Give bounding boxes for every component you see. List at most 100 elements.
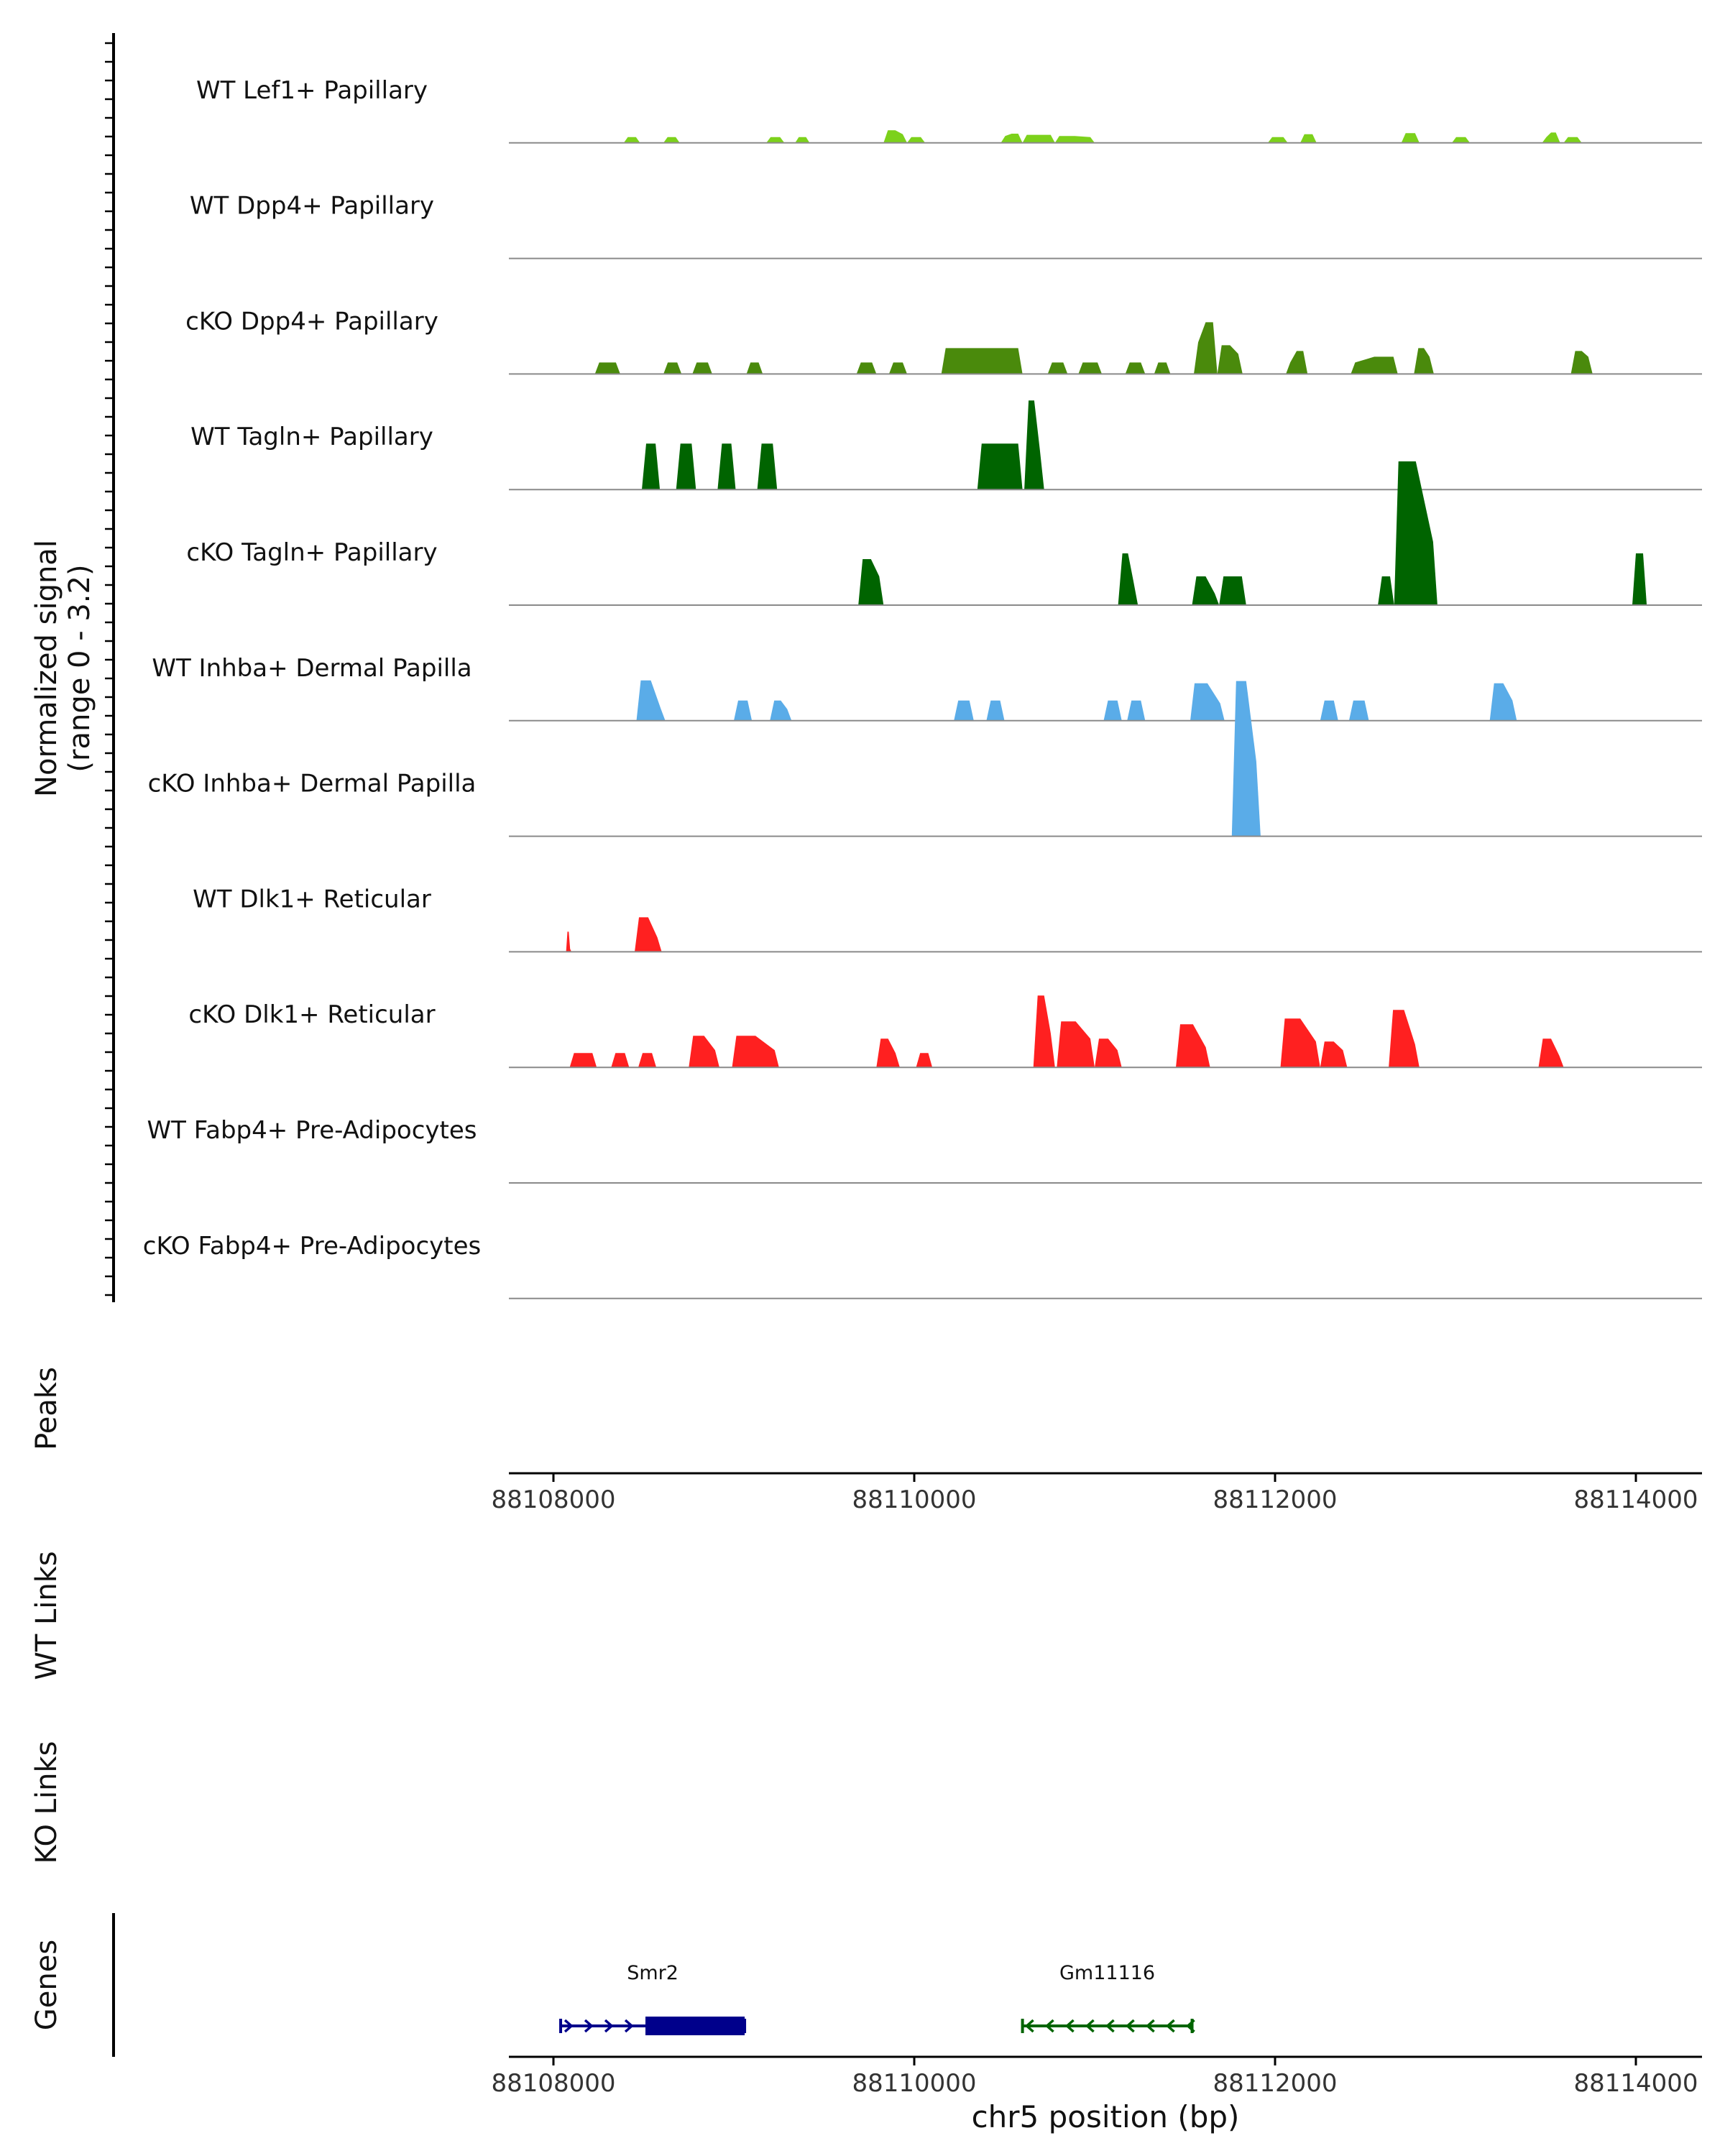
signal-peak (1047, 362, 1068, 374)
strand-arrow (1125, 2019, 1135, 2033)
track-label: cKO Inhba+ Dermal Papilla (148, 770, 477, 798)
signal-peak (1095, 1038, 1122, 1068)
track-label: cKO Dlk1+ Reticular (188, 1000, 435, 1029)
signal-peak (689, 1036, 719, 1068)
signal-peak (1194, 322, 1218, 374)
signal-peak (795, 137, 810, 143)
signal-peak (623, 137, 640, 143)
signal-peak (732, 1036, 779, 1068)
signal-peak (1378, 576, 1394, 605)
signal-peak (888, 362, 907, 374)
ko-links-track-label: KO Links (30, 1741, 63, 1864)
signal-axis-ticks (105, 42, 114, 1296)
track-label: cKO Tagln+ Papillary (186, 538, 437, 567)
track-label: WT Inhba+ Dermal Papilla (152, 654, 472, 683)
signal-peak (566, 931, 572, 952)
signal-peak (1057, 1021, 1095, 1068)
track-2: WT Dpp4+ Papillary (190, 192, 1702, 259)
gene-label: Gm11116 (1059, 1962, 1155, 1984)
signal-peak (1024, 400, 1044, 490)
genes-track-label: Genes (30, 1940, 63, 2030)
signal-peak (876, 1038, 900, 1068)
signal-peak (663, 137, 680, 143)
track-4: WT Tagln+ Papillary (190, 400, 1702, 491)
signal-peak (941, 348, 1023, 374)
signal-peak (1125, 362, 1146, 374)
wt-links-track-label: WT Links (30, 1551, 63, 1680)
signal-peak (1320, 1041, 1348, 1068)
x-tick-label: 88112000 (1213, 1485, 1337, 1514)
strand-arrow (1024, 2019, 1034, 2033)
track-3: cKO Dpp4+ Papillary (185, 307, 1702, 375)
signal-peak (856, 362, 877, 374)
track-label: WT Dlk1+ Reticular (193, 885, 431, 913)
signal-axis-label: Normalized signal (30, 540, 63, 797)
track-11: cKO Fabp4+ Pre-Adipocytes (143, 1232, 1702, 1299)
signal-peak (883, 130, 907, 143)
signal-peak (1538, 1038, 1564, 1068)
signal-peak (636, 680, 666, 721)
coverage-tracks: WT Lef1+ Papillary WT Dpp4+ Papillary cKO … (143, 76, 1702, 1299)
signal-peak (954, 700, 974, 721)
signal-peak (1401, 133, 1420, 143)
x-axis-title: chr5 position (bp) (972, 2099, 1240, 2134)
signal-peak (1000, 134, 1023, 143)
signal-peak (1348, 700, 1369, 721)
strand-arrow (1145, 2019, 1155, 2033)
signal-peak (1489, 683, 1517, 721)
signal-peak (766, 137, 785, 143)
signal-peak (1219, 576, 1246, 605)
signal-peak (717, 443, 736, 490)
signal-peak (1054, 136, 1095, 143)
track-label: WT Lef1+ Papillary (196, 76, 428, 105)
signal-peak (916, 1053, 933, 1068)
signal-peak (1118, 553, 1138, 605)
strand-arrow (1064, 2019, 1075, 2033)
signal-peak (858, 559, 884, 605)
signal-peak (770, 700, 792, 721)
strand-arrow (1165, 2019, 1175, 2033)
track-label: cKO Dpp4+ Papillary (185, 307, 438, 336)
x-axis-ticks-bottom: 88108000 88110000 88112000 88114000 (491, 2057, 1698, 2098)
signal-peak (1176, 1024, 1210, 1068)
track-label: WT Tagln+ Papillary (190, 423, 433, 451)
signal-peak (1570, 351, 1593, 374)
signal-peak (1300, 134, 1317, 143)
signal-peak (757, 443, 778, 490)
signal-peak (1394, 461, 1438, 605)
signal-peak (734, 700, 753, 721)
signal-peak (663, 362, 682, 374)
signal-peak (977, 443, 1023, 490)
signal-peak (1414, 348, 1434, 374)
track-label: WT Dpp4+ Papillary (190, 192, 434, 221)
signal-peak (1280, 1018, 1320, 1068)
gene-smr2: Smr2 (559, 1962, 747, 2035)
signal-peak (1268, 137, 1288, 143)
signal-peak (642, 443, 661, 490)
signal-peak (1542, 132, 1560, 143)
signal-peak (1154, 362, 1171, 374)
strand-arrow (584, 2019, 594, 2033)
signal-peak (569, 1053, 597, 1068)
peaks-track-label: Peaks (30, 1367, 63, 1450)
strand-arrow (1105, 2019, 1115, 2033)
signal-peak (1190, 683, 1225, 721)
track-7: cKO Inhba+ Dermal Papilla (148, 681, 1702, 837)
signal-peak (635, 917, 662, 952)
signal-peak (1231, 681, 1261, 837)
signal-peak (676, 443, 696, 490)
signal-peak (1632, 553, 1647, 605)
signal-peak (1563, 137, 1582, 143)
signal-peak (1192, 576, 1220, 605)
signal-peak (907, 137, 926, 143)
x-tick-label: 88110000 (852, 1485, 976, 1514)
signal-peak (1022, 134, 1055, 143)
x-tick-label: 88108000 (491, 2069, 615, 2098)
signal-peak (692, 362, 712, 374)
track-8: WT Dlk1+ Reticular (193, 885, 1702, 953)
signal-peak (1389, 1010, 1420, 1068)
signal-peak (1286, 351, 1308, 374)
strand-arrow (604, 2019, 614, 2033)
x-tick-label: 88110000 (852, 2069, 976, 2098)
track-label: cKO Fabp4+ Pre-Adipocytes (143, 1232, 482, 1261)
